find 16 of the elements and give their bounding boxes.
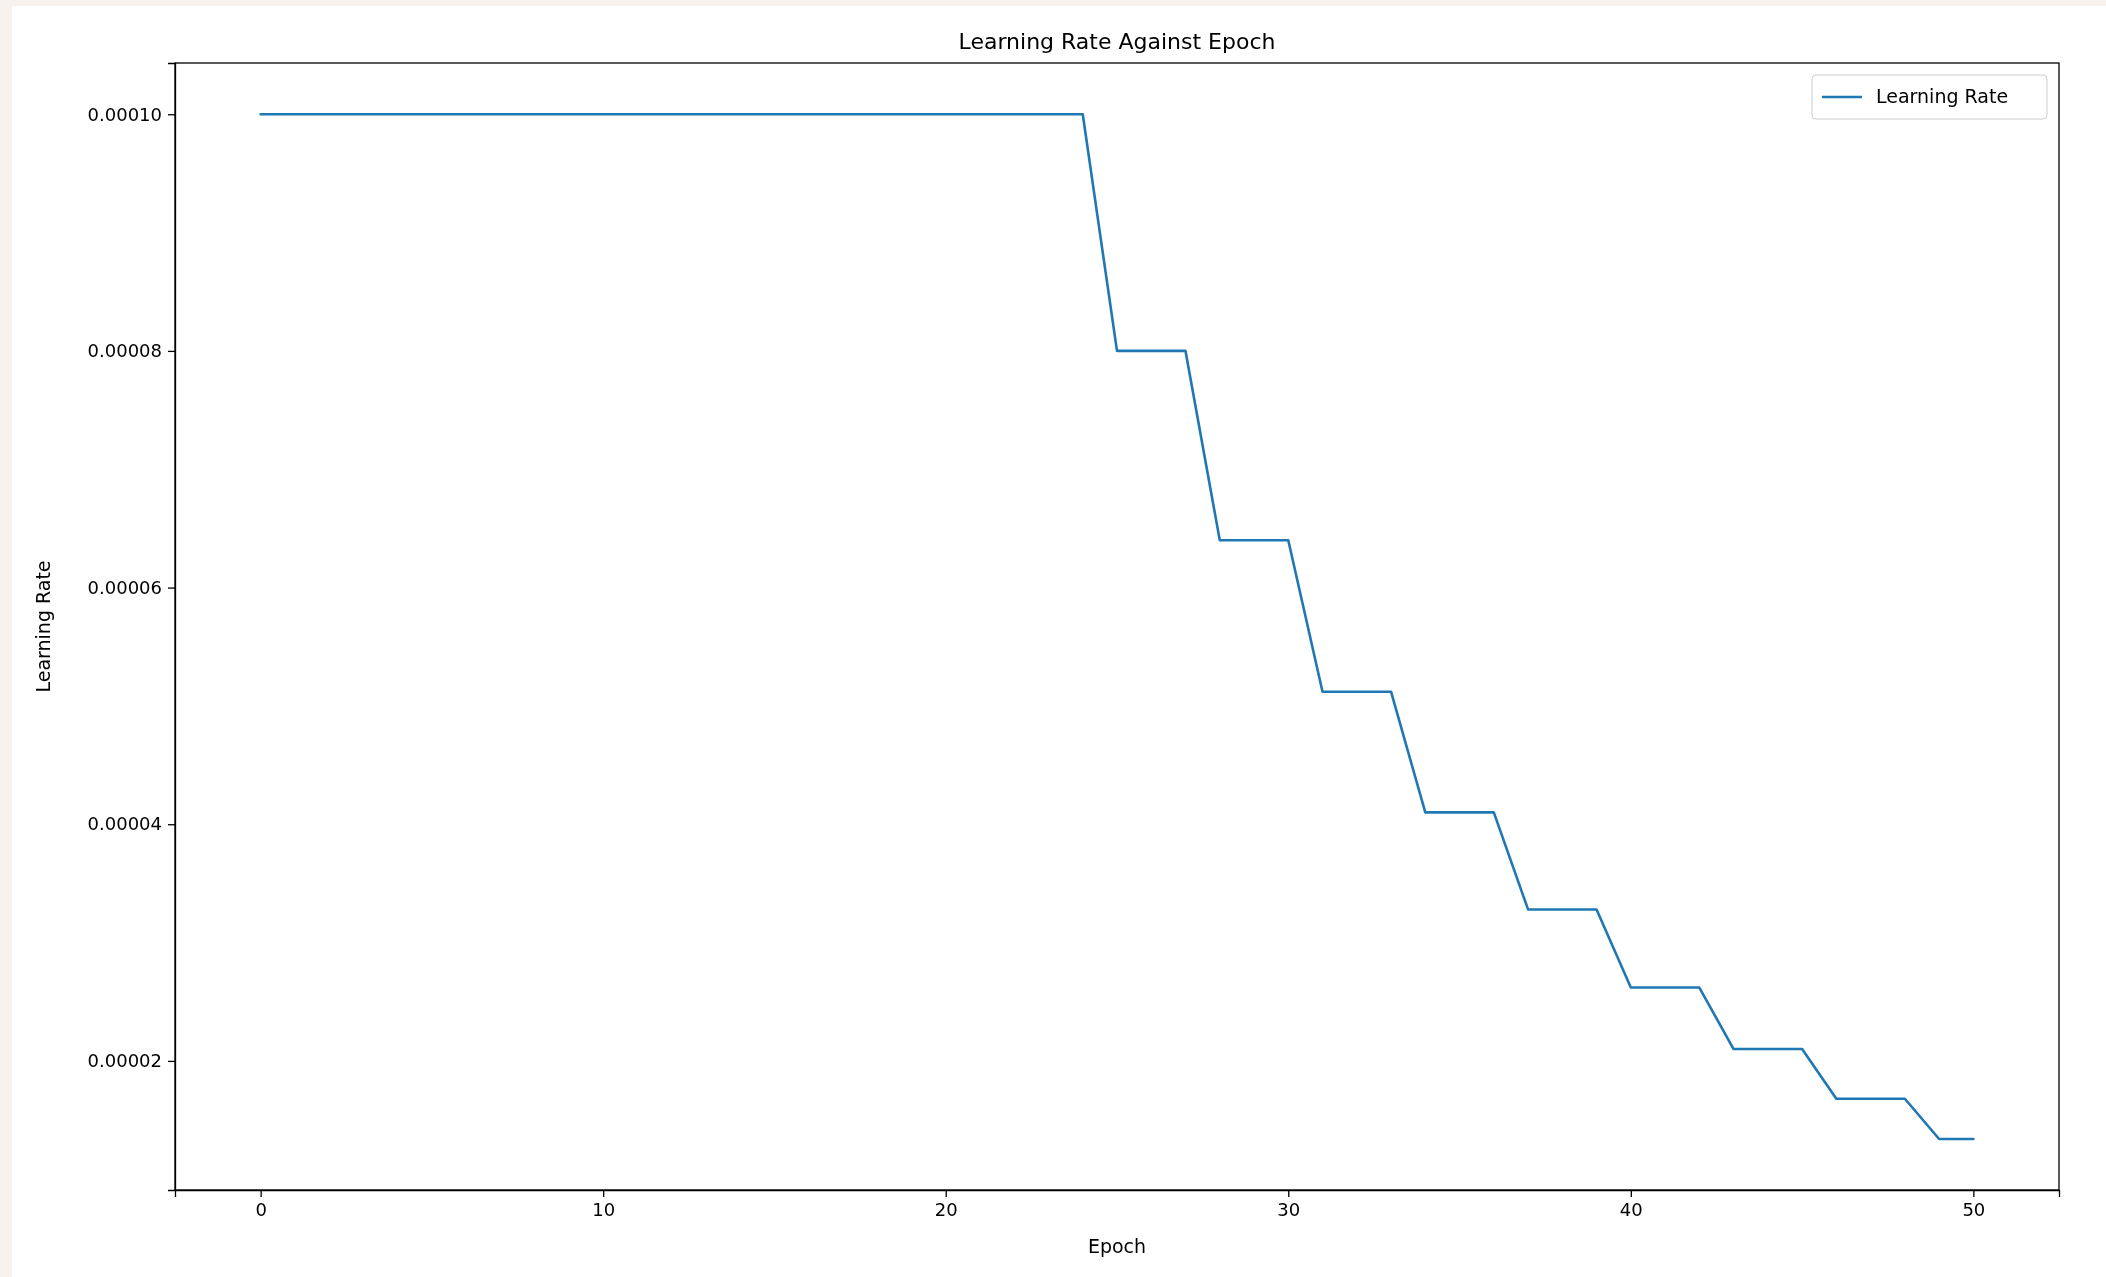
y-tick-label: 0.00006 <box>87 576 162 598</box>
x-tick-label: 30 <box>1277 1198 1301 1220</box>
y-tick-label: 0.00004 <box>87 813 162 835</box>
y-tick-label: 0.00008 <box>87 340 162 362</box>
y-tick-label: 0.00002 <box>87 1050 162 1072</box>
x-tick-label: 40 <box>1619 1198 1643 1220</box>
y-tick-label: 0.00010 <box>87 103 162 125</box>
x-tick-label: 50 <box>1962 1198 1986 1220</box>
line-series <box>259 112 1975 1141</box>
x-tick-label: 20 <box>934 1198 958 1220</box>
x-tick-label: 10 <box>592 1198 616 1220</box>
chart-title: Learning Rate Against Epoch <box>958 29 1276 54</box>
x-axis-title: Epoch <box>1087 1235 1147 1257</box>
x-tick-label: 0 <box>255 1198 267 1220</box>
y-axis-title: Learning Rate <box>32 560 54 693</box>
legend-label: Learning Rate <box>1876 85 2009 107</box>
